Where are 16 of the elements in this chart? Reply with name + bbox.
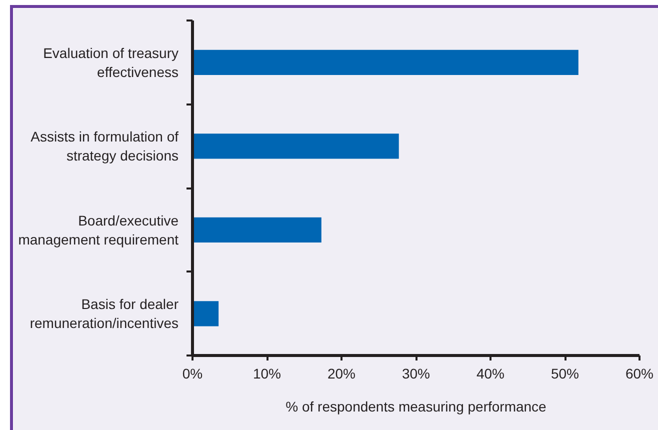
x-tick-label: 10% xyxy=(252,366,282,382)
bar xyxy=(192,217,322,242)
x-tick-label: 30% xyxy=(402,366,430,382)
y-tick-label: Board/executive management requirement xyxy=(18,212,179,248)
y-tick-label: Basis for dealer remuneration/incentives xyxy=(30,296,179,332)
x-tick-label: 50% xyxy=(550,366,580,382)
bar xyxy=(192,301,219,326)
x-axis-title: % of respondents measuring performance xyxy=(286,398,547,414)
bar xyxy=(192,50,578,75)
x-tick-label: 0% xyxy=(182,366,203,382)
bar xyxy=(192,134,399,159)
x-tick-label: 40% xyxy=(476,366,505,382)
y-tick-label: Evaluation of treasury effectiveness xyxy=(43,44,179,80)
x-tick-label: 60% xyxy=(625,366,654,382)
y-tick-label: Assists in formulation of strategy decisions xyxy=(30,128,179,164)
x-tick-label: 20% xyxy=(327,366,356,382)
